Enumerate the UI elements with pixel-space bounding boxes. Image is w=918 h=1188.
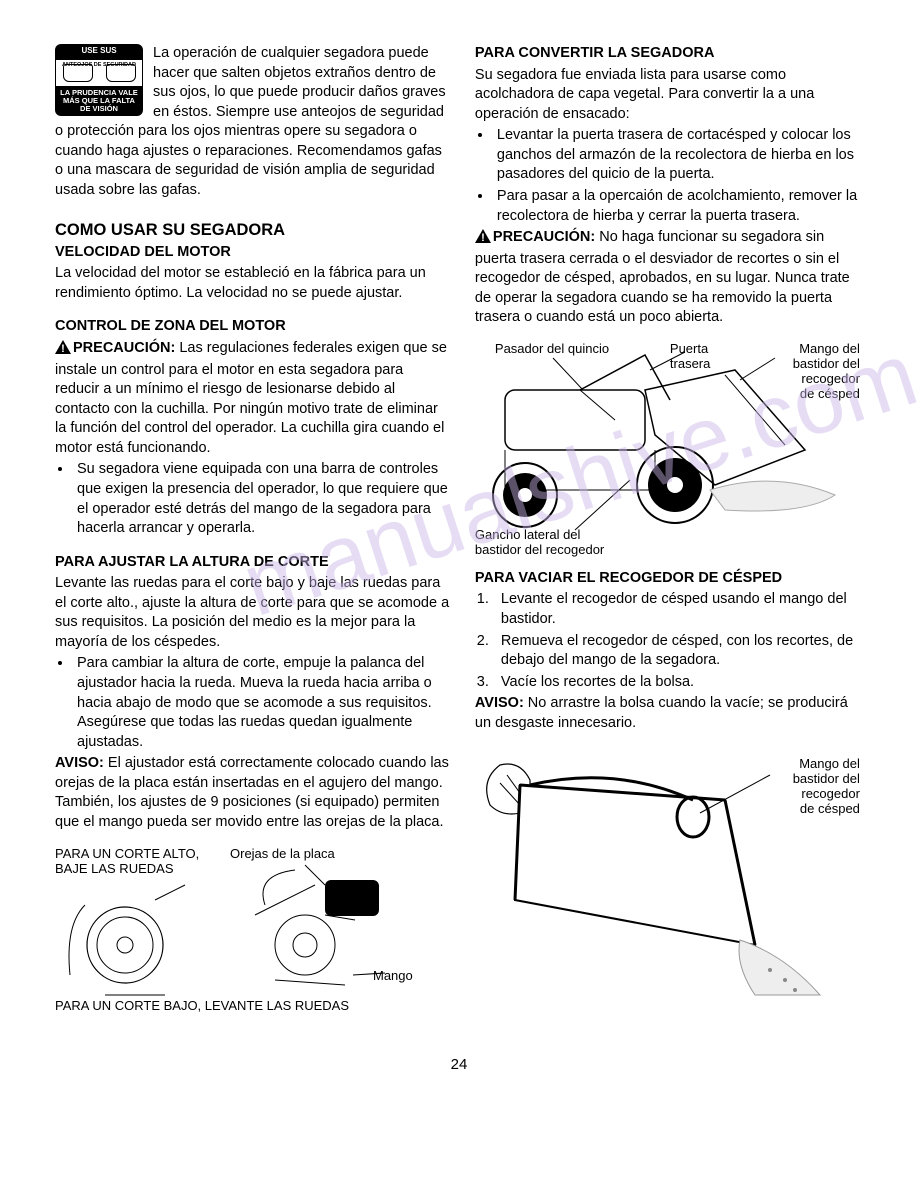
paragraph-velocidad: La velocidad del motor se estableció en … xyxy=(55,264,451,303)
paragraph-aviso-bolsa: AVISO: No arrastre la bolsa cuando la va… xyxy=(475,694,863,733)
warning-triangle-icon: ! xyxy=(55,340,71,361)
heading-convertir: PARA CONVERTIR LA SEGADORA xyxy=(475,44,863,64)
precaucion-label: PRECAUCIÓN: xyxy=(73,340,175,356)
convertir-bullet-2: Para pasar a la opercaión de acolchamien… xyxy=(493,187,863,226)
badge-mid: ANTEOJOS DE SEGURIDAD xyxy=(55,59,143,87)
vaciar-steps: Levante el recogedor de césped usando el… xyxy=(493,590,863,692)
aviso-bolsa-text: No arrastre la bolsa cuando la vacíe; se… xyxy=(475,695,848,731)
label-corte-alto-2: BAJE LAS RUEDAS xyxy=(55,860,174,878)
label-bag-mango-4: de césped xyxy=(770,800,860,818)
label-mango: Mango xyxy=(373,967,413,985)
left-column: USE SUS ANTEOJOS DE SEGURIDAD LA PRUDENC… xyxy=(55,44,451,1027)
label-pasador: Pasador del quincio xyxy=(495,340,609,358)
heading-velocidad: VELOCIDAD DEL MOTOR xyxy=(55,243,451,263)
paragraph-aviso-ajustador: AVISO: El ajustador está correctamente c… xyxy=(55,754,451,832)
heading-control-zona: CONTROL DE ZONA DEL MOTOR xyxy=(55,317,451,337)
heading-ajustar-altura: PARA AJUSTAR LA ALTURA DE CORTE xyxy=(55,553,451,573)
badge-top: USE SUS xyxy=(55,44,143,59)
precaucion-label: PRECAUCIÓN: xyxy=(493,229,595,245)
label-orejas-placa: Orejas de la placa xyxy=(230,845,335,863)
paragraph-control: ! PRECAUCIÓN: Las regulaciones federales… xyxy=(55,339,451,458)
safety-glasses-badge: USE SUS ANTEOJOS DE SEGURIDAD LA PRUDENC… xyxy=(55,44,143,116)
convertir-bullets: Levantar la puerta trasera de cortacéspe… xyxy=(493,126,863,226)
heading-como-usar: COMO USAR SU SEGADORA xyxy=(55,219,451,241)
ajustar-bullet-1: Para cambiar la altura de corte, empuje … xyxy=(73,654,451,752)
wheel-adjust-diagram: PARA UN CORTE ALTO, BAJE LAS RUEDAS Orej… xyxy=(55,845,451,1015)
label-mango-bastidor-4: de césped xyxy=(770,385,860,403)
paragraph-convertir: Su segadora fue enviada lista para usars… xyxy=(475,66,863,125)
paragraph-ajustar: Levante las ruedas para el corte bajo y … xyxy=(55,574,451,652)
intro-wrap: USE SUS ANTEOJOS DE SEGURIDAD LA PRUDENC… xyxy=(55,44,451,201)
svg-text:!: ! xyxy=(481,232,485,243)
warning-triangle-icon: ! xyxy=(475,229,491,250)
label-gancho-2: bastidor del recogedor xyxy=(475,541,604,559)
convertir-bullet-1: Levantar la puerta trasera de cortacéspe… xyxy=(493,126,863,185)
aviso-text: El ajustador está correctamente colocado… xyxy=(55,755,449,830)
vaciar-step-3: Vacíe los recortes de la bolsa. xyxy=(493,673,863,693)
page-number: 24 xyxy=(55,1055,863,1075)
vaciar-step-2: Remueva el recogedor de césped, con los … xyxy=(493,632,863,671)
control-bullet-1: Su segadora viene equipada con una barra… xyxy=(73,460,451,538)
svg-text:!: ! xyxy=(61,343,65,354)
paragraph-precaucion-puerta: ! PRECAUCIÓN: No haga funcionar su segad… xyxy=(475,228,863,328)
grass-bag-empty-diagram: Mango del bastidor del recogedor de césp… xyxy=(475,745,863,1005)
ajustar-bullets: Para cambiar la altura de corte, empuje … xyxy=(73,654,451,752)
control-text: Las regulaciones federales exigen que se… xyxy=(55,340,447,456)
heading-vaciar: PARA VACIAR EL RECOGEDOR DE CÉSPED xyxy=(475,569,863,589)
aviso-label: AVISO: xyxy=(55,755,104,771)
two-column-layout: USE SUS ANTEOJOS DE SEGURIDAD LA PRUDENC… xyxy=(55,44,863,1027)
mower-bag-diagram: Pasador del quincio Puerta trasera Mango… xyxy=(475,340,863,555)
label-puerta-2: trasera xyxy=(670,355,710,373)
badge-bottom: LA PRUDENCIA VALE MÁS QUE LA FALTA DE VI… xyxy=(55,87,143,116)
right-column: PARA CONVERTIR LA SEGADORA Su segadora f… xyxy=(475,44,863,1027)
control-bullets: Su segadora viene equipada con una barra… xyxy=(73,460,451,538)
label-corte-bajo: PARA UN CORTE BAJO, LEVANTE LAS RUEDAS xyxy=(55,997,349,1015)
aviso-label-2: AVISO: xyxy=(475,695,524,711)
vaciar-step-1: Levante el recogedor de césped usando el… xyxy=(493,590,863,629)
